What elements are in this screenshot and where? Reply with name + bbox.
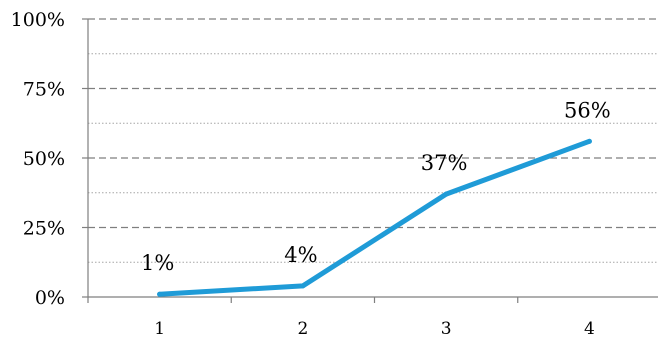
x-tick-label: 1: [154, 319, 165, 339]
series-line: [157, 138, 592, 297]
x-tick-label: 4: [584, 319, 595, 339]
data-label: 37%: [421, 151, 468, 175]
data-point: [586, 138, 592, 144]
x-axis-tick-labels: 1 2 3 4: [154, 319, 595, 339]
axes: [82, 18, 658, 303]
series: [157, 138, 592, 297]
data-point: [157, 291, 163, 297]
gridlines: [88, 18, 658, 263]
data-labels: 1% 4% 37% 56%: [141, 98, 611, 275]
y-tick-label: 25%: [23, 218, 65, 240]
y-tick-label: 100%: [11, 9, 65, 31]
y-tick-label: 75%: [23, 79, 65, 101]
data-label: 1%: [141, 251, 174, 275]
data-label: 56%: [564, 98, 611, 122]
y-tick-label: 0%: [35, 287, 65, 309]
data-point: [443, 191, 449, 197]
x-tick-label: 2: [297, 319, 308, 339]
data-point: [300, 283, 306, 289]
data-label: 4%: [284, 243, 317, 267]
y-axis-tick-labels: 0% 25% 50% 75% 100%: [11, 9, 65, 309]
x-tick-label: 3: [441, 319, 452, 339]
y-tick-label: 50%: [23, 148, 65, 170]
